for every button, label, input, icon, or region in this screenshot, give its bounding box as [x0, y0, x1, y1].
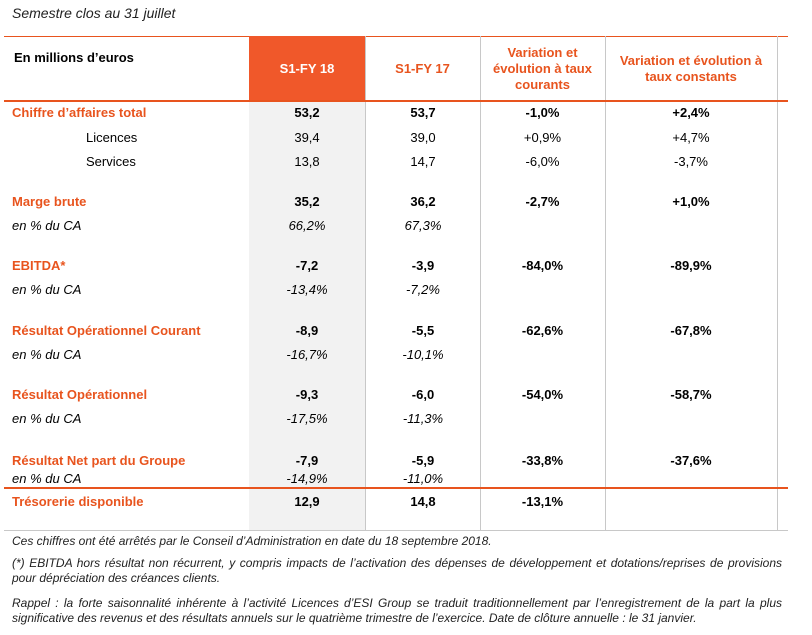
value-s1-fy17: 36,2 — [410, 194, 436, 209]
column-divider — [365, 36, 366, 531]
row-label: Marge brute — [12, 194, 87, 209]
row-label: en % du CA — [12, 411, 82, 426]
value-s1-fy18: -17,5% — [286, 411, 328, 426]
header-variation-constant: Variation et évolution à taux constants — [619, 52, 763, 84]
header-rule — [4, 100, 788, 102]
value-s1-fy18: -7,9 — [295, 453, 319, 468]
value-variation-current: -62,6% — [521, 323, 564, 338]
table-row: Chiffre d’affaires total 53,2 53,7 -1,0%… — [4, 103, 788, 123]
value-s1-fy18: 39,4 — [294, 130, 320, 145]
value-variation-constant: +2,4% — [672, 105, 710, 120]
value-s1-fy18: -14,9% — [286, 471, 328, 486]
value-s1-fy18: 53,2 — [294, 105, 320, 120]
value-s1-fy17: -7,2% — [406, 282, 440, 297]
value-variation-constant: -37,6% — [670, 453, 712, 468]
value-variation-constant: +1,0% — [672, 194, 710, 209]
row-label: en % du CA — [12, 218, 82, 233]
value-variation-current: -1,0% — [525, 105, 560, 120]
value-variation-constant: -67,8% — [670, 323, 712, 338]
value-variation-current: -33,8% — [521, 453, 564, 468]
row-label: Services — [86, 154, 136, 169]
table-row: Services 13,8 14,7 -6,0% -3,7% — [4, 152, 788, 172]
footnote-seasonality: Rappel : la forte saisonnalité inhérente… — [12, 596, 782, 625]
table-subtitle: Semestre clos au 31 juillet — [12, 5, 176, 21]
value-variation-constant: -89,9% — [670, 258, 712, 273]
value-s1-fy17: 53,7 — [410, 105, 436, 120]
header-variation-current: Variation et évolution à taux courants — [493, 44, 592, 92]
value-s1-fy18: 12,9 — [294, 494, 320, 509]
value-variation-current: -54,0% — [521, 387, 564, 402]
row-label: Licences — [86, 130, 138, 145]
column-divider — [480, 36, 481, 531]
row-label: en % du CA — [12, 471, 82, 486]
footnote-ebitda: (*) EBITDA hors résultat non récurrent, … — [12, 556, 782, 585]
table-row: EBITDA* -7,2 -3,9 -84,0% -89,9% — [4, 256, 788, 276]
value-variation-current: -2,7% — [525, 194, 560, 209]
value-s1-fy18: -13,4% — [286, 282, 328, 297]
table-row: Résultat Opérationnel -9,3 -6,0 -54,0% -… — [4, 385, 788, 405]
value-s1-fy17: -10,1% — [402, 347, 444, 362]
row-label: Résultat Opérationnel Courant — [12, 323, 201, 338]
row-label: en % du CA — [12, 347, 82, 362]
value-s1-fy17: -11,3% — [402, 411, 444, 426]
value-s1-fy17: -6,0 — [411, 387, 435, 402]
table-row: Marge brute 35,2 36,2 -2,7% +1,0% — [4, 192, 788, 212]
value-s1-fy18: 13,8 — [294, 154, 320, 169]
row-label: Résultat Opérationnel — [12, 387, 148, 402]
value-s1-fy17: -5,9 — [411, 453, 435, 468]
value-s1-fy17: 67,3% — [404, 218, 442, 233]
value-s1-fy17: 14,8 — [410, 494, 436, 509]
header-s1-fy17: S1-FY 17 — [395, 60, 450, 76]
table-row: Résultat Net part du Groupe -7,9 -5,9 -3… — [4, 451, 788, 471]
value-variation-current: -6,0% — [525, 154, 560, 169]
table-top-rule — [4, 36, 788, 37]
row-label: EBITDA* — [12, 258, 66, 273]
value-variation-current: +0,9% — [523, 130, 562, 145]
current-period-column-shade — [249, 36, 365, 531]
table-row: Trésorerie disponible 12,9 14,8 -13,1% — [4, 492, 788, 512]
treasury-rule — [4, 487, 788, 489]
row-label: Trésorerie disponible — [12, 494, 144, 509]
table-row: Résultat Opérationnel Courant -8,9 -5,5 … — [4, 321, 788, 341]
value-s1-fy18: 66,2% — [288, 218, 326, 233]
column-divider — [605, 36, 606, 531]
value-variation-constant: -3,7% — [674, 154, 708, 169]
row-label: en % du CA — [12, 282, 82, 297]
value-variation-current: -13,1% — [521, 494, 564, 509]
row-label: Chiffre d’affaires total — [12, 105, 147, 120]
column-divider — [777, 36, 778, 531]
header-s1-fy18: S1-FY 18 — [249, 36, 365, 101]
table-bottom-rule — [4, 530, 788, 531]
value-variation-constant: -58,7% — [670, 387, 712, 402]
value-variation-constant: +4,7% — [672, 130, 710, 145]
table-row: en % du CA -14,9% -11,0% — [4, 469, 788, 489]
table-row: en % du CA 66,2% 67,3% — [4, 216, 788, 236]
table-row: en % du CA -13,4% -7,2% — [4, 280, 788, 300]
value-s1-fy18: 35,2 — [294, 194, 320, 209]
value-s1-fy17: 14,7 — [410, 154, 436, 169]
table-row: Licences 39,4 39,0 +0,9% +4,7% — [4, 128, 788, 148]
value-s1-fy18: -16,7% — [286, 347, 328, 362]
value-variation-current: -84,0% — [521, 258, 564, 273]
value-s1-fy17: -3,9 — [411, 258, 435, 273]
value-s1-fy17: -5,5 — [411, 323, 435, 338]
row-label: Résultat Net part du Groupe — [12, 453, 186, 468]
footnote-approval: Ces chiffres ont été arrêtés par le Cons… — [12, 534, 492, 548]
results-table: En millions d’euros S1-FY 18 S1-FY 17 Va… — [4, 36, 788, 531]
value-s1-fy17: -11,0% — [402, 471, 444, 486]
value-s1-fy17: 39,0 — [410, 130, 436, 145]
value-s1-fy18: -7,2 — [295, 258, 319, 273]
table-row: en % du CA -17,5% -11,3% — [4, 409, 788, 429]
value-s1-fy18: -8,9 — [295, 323, 319, 338]
unit-header: En millions d’euros — [14, 50, 134, 65]
value-s1-fy18: -9,3 — [295, 387, 319, 402]
table-row: en % du CA -16,7% -10,1% — [4, 345, 788, 365]
